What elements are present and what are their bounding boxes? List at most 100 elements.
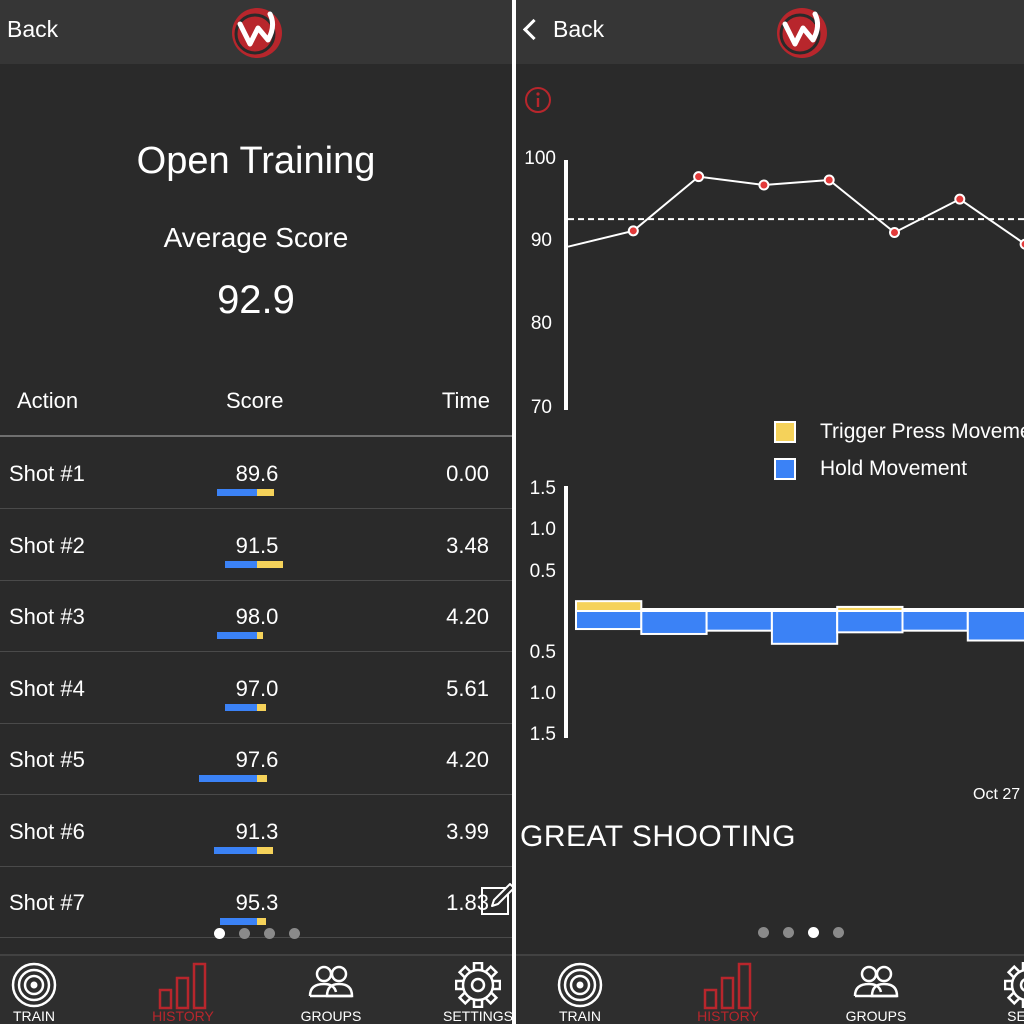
row-divider [0, 937, 512, 938]
back-button[interactable]: Back [7, 16, 58, 43]
tab-groups[interactable]: GROUPS [816, 956, 936, 1024]
score-axis-tick: 90 [530, 230, 552, 251]
page-indicator [214, 928, 300, 939]
hold-movement-bar [216, 632, 257, 639]
tab-label: TRAIN [559, 1008, 601, 1024]
shot-score: 91.3 [235, 818, 279, 844]
page-dot[interactable] [214, 928, 225, 939]
legend-hold-swatch [774, 458, 796, 480]
score-axis-tick: 80 [530, 313, 552, 334]
row-divider [0, 579, 512, 581]
legend-hold-label: Hold Movement [820, 457, 968, 480]
tab-groups[interactable]: GROUPS [271, 956, 391, 1024]
score-axis-tick: 70 [530, 397, 552, 418]
trigger-movement-bar [257, 489, 275, 496]
shot-score: 97.0 [235, 675, 279, 701]
tab-settings[interactable]: SETTINGS [418, 956, 512, 1024]
gear-icon [1003, 961, 1024, 1013]
score-point[interactable] [889, 227, 900, 238]
shot-time: 3.99 [446, 818, 489, 844]
score-point[interactable] [1019, 238, 1024, 250]
table-row[interactable]: Shot #7 95.3 1.83 [0, 866, 512, 938]
score-series-line [567, 175, 1024, 248]
average-score-value: 92.9 [217, 278, 295, 322]
shot-time: 5.61 [446, 675, 489, 701]
edit-notes-icon[interactable] [480, 882, 512, 918]
nav-bar: Back [516, 0, 1024, 64]
users-icon [307, 962, 355, 1007]
legend-trigger-label: Trigger Press Movement [820, 420, 1024, 443]
session-date: Oct 27 [973, 786, 1021, 803]
chevron-left-icon [522, 18, 545, 41]
shot-score: 91.5 [235, 532, 279, 558]
page-dot[interactable] [783, 927, 794, 938]
feedback-banner: GREAT SHOOTING [520, 820, 796, 853]
hold-movement-bar [225, 703, 257, 711]
hold-movement-bar [219, 918, 257, 925]
movement-axis-tick: 0.5 [529, 642, 556, 663]
tab-label: SETTINGS [442, 1008, 512, 1024]
back-button[interactable]: Back [520, 16, 604, 43]
table-row[interactable]: Shot #1 89.6 0.00 [0, 437, 512, 509]
score-point[interactable] [954, 193, 966, 205]
tab-history[interactable]: HISTORY [668, 956, 788, 1024]
score-point[interactable] [627, 225, 639, 237]
tab-settings[interactable]: SETTI [967, 956, 1024, 1024]
session-summary-screen: Back Open Training Average Score 92.9 Ac… [0, 0, 512, 1024]
score-point[interactable] [758, 179, 770, 191]
movement-axis-tick: 0.5 [529, 561, 556, 582]
score-point[interactable] [823, 174, 835, 186]
hold-movement-bar [705, 610, 773, 632]
page-title: Open Training [136, 140, 376, 182]
trigger-movement-bar [257, 775, 268, 782]
tab-label: HISTORY [152, 1008, 214, 1024]
row-divider [0, 651, 512, 652]
hold-movement-bar [640, 610, 708, 635]
tab-label: GROUPS [300, 1008, 362, 1024]
tab-label: GROUPS [845, 1008, 907, 1024]
info-icon[interactable] [524, 86, 552, 114]
shot-score: 89.6 [235, 461, 279, 486]
shot-label: Shot #3 [9, 604, 85, 629]
table-row[interactable]: Shot #2 91.5 3.48 [0, 509, 512, 581]
table-row[interactable]: Shot #3 98.0 4.20 [0, 580, 512, 652]
column-header-time: Time [441, 388, 490, 413]
movement-axis-tick: 1.5 [529, 724, 556, 745]
trigger-movement-bar [575, 600, 643, 613]
page-dot[interactable] [264, 928, 275, 939]
shot-label: Shot #1 [9, 461, 85, 486]
movement-axis-tick: 1.0 [529, 519, 556, 540]
score-point[interactable] [693, 171, 705, 183]
hold-movement-bar [199, 775, 257, 782]
hold-movement-bar [966, 610, 1024, 642]
page-dot[interactable] [239, 928, 250, 939]
page-dot[interactable] [808, 927, 819, 938]
tab-train[interactable]: TRAIN [520, 956, 640, 1024]
legend-trigger-swatch [774, 421, 796, 443]
shot-time: 3.48 [446, 532, 489, 558]
table-row[interactable]: Shot #6 91.3 3.99 [0, 795, 512, 867]
trigger-movement-bar [257, 703, 266, 711]
page-dot[interactable] [833, 927, 844, 938]
tab-bar: TRAIN HISTORY GROUPS SETTINGS [0, 954, 512, 1024]
table-row[interactable]: Shot #5 97.6 4.20 [0, 723, 512, 795]
average-score-label: Average Score [163, 222, 349, 253]
tab-train[interactable]: TRAIN [0, 956, 94, 1024]
shot-score: 98.0 [235, 604, 279, 629]
target-icon [11, 962, 57, 1013]
table-row[interactable]: Shot #4 97.0 5.61 [0, 652, 512, 724]
column-header-score: Score [226, 388, 284, 413]
hold-movement-bar [836, 610, 904, 634]
shot-label: Shot #2 [9, 532, 85, 558]
tab-history[interactable]: HISTORY [123, 956, 243, 1024]
legend-trigger: Trigger Press Movement [774, 420, 1024, 444]
row-divider [0, 508, 512, 509]
hold-movement-bar [225, 560, 257, 568]
tab-bar: TRAIN HISTORY GROUPS SETTI [516, 954, 1024, 1024]
tab-label: HISTORY [697, 1008, 759, 1024]
page-dot[interactable] [758, 927, 769, 938]
app-logo [232, 8, 282, 58]
page-dot[interactable] [289, 928, 300, 939]
app-logo [777, 8, 827, 58]
hold-movement-bar [770, 610, 839, 645]
